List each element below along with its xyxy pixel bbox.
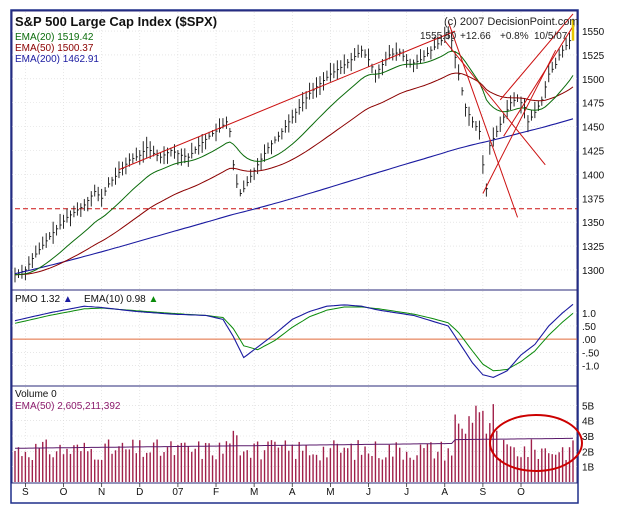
price-tick-label: 1350 bbox=[582, 218, 605, 229]
month-tick-label: N bbox=[98, 487, 105, 498]
last-bar-pct: +0.8% bbox=[500, 31, 529, 42]
month-tick-label: D bbox=[136, 487, 143, 498]
copyright: (c) 2007 DecisionPoint.com bbox=[444, 16, 579, 28]
month-tick-label: A bbox=[441, 487, 448, 498]
month-tick-label: O bbox=[517, 487, 525, 498]
pmo-tick-label: 1.0 bbox=[582, 309, 596, 320]
trend-line bbox=[118, 30, 456, 171]
pmo-tick-label: -1.0 bbox=[582, 362, 600, 373]
legend-pmo-ema: EMA(10) 0.98 ▲ bbox=[84, 294, 158, 305]
trend-line bbox=[444, 40, 546, 166]
legend-volume: Volume 0 bbox=[15, 389, 57, 400]
price-tick-label: 1425 bbox=[582, 147, 605, 158]
series-layer bbox=[14, 13, 577, 449]
chart-title: S&P 500 Large Cap Index ($SPX) bbox=[15, 14, 217, 29]
month-tick-label: J bbox=[404, 487, 409, 498]
volume-highlight-circle bbox=[489, 414, 583, 472]
volume-tick-label: 4B bbox=[582, 417, 595, 428]
volume-panel-border bbox=[11, 385, 578, 484]
legend-pmo: PMO 1.32 ▲ bbox=[15, 294, 73, 305]
pmo-tick-label: .50 bbox=[582, 322, 596, 333]
volume-ema-line bbox=[14, 437, 574, 449]
last-bar-price: 1555.50 bbox=[420, 31, 457, 42]
legend-ema50: EMA(50) 1500.37 bbox=[15, 43, 94, 54]
last-bar-date: 10/5/07 bbox=[534, 31, 568, 42]
legend-ema20: EMA(20) 1519.42 bbox=[15, 32, 94, 43]
last-bar-change: +12.66 bbox=[460, 31, 491, 42]
volume-tick-label: 5B bbox=[582, 401, 595, 412]
ema200-line bbox=[14, 118, 574, 275]
price-tick-label: 1475 bbox=[582, 99, 605, 110]
price-tick-label: 1400 bbox=[582, 170, 605, 181]
volume-tick-label: 3B bbox=[582, 432, 595, 443]
price-tick-label: 1525 bbox=[582, 51, 605, 62]
month-tick-label: O bbox=[60, 487, 68, 498]
price-tick-label: 1375 bbox=[582, 194, 605, 205]
month-tick-label: M bbox=[250, 487, 258, 498]
price-tick-label: 1450 bbox=[582, 123, 605, 134]
price-tick-label: 1325 bbox=[582, 242, 605, 253]
volume-tick-label: 2B bbox=[582, 447, 595, 458]
month-tick-label: M bbox=[326, 487, 334, 498]
legend-ema200: EMA(200) 1462.91 bbox=[15, 54, 99, 65]
month-tick-label: 07 bbox=[172, 487, 184, 498]
volume-tick-label: 1B bbox=[582, 463, 595, 474]
price-tick-label: 1500 bbox=[582, 75, 605, 86]
price-tick-label: 1550 bbox=[582, 27, 605, 38]
pmo-line bbox=[14, 303, 574, 378]
volume-layer bbox=[14, 404, 574, 482]
label-layer: S O N D 07 F M A M J J A S O 1300 1325 1350 1375 1400 1425 1… bbox=[22, 27, 605, 498]
month-tick-label: A bbox=[289, 487, 296, 498]
month-tick-label: F bbox=[213, 487, 219, 498]
trend-line bbox=[447, 21, 519, 218]
trend-line bbox=[499, 13, 574, 101]
trend-line bbox=[482, 49, 557, 194]
pmo-tick-label: .00 bbox=[582, 335, 596, 346]
month-tick-label: S bbox=[480, 487, 487, 498]
pmo-tick-label: -.50 bbox=[582, 348, 600, 359]
month-tick-label: S bbox=[22, 487, 29, 498]
month-tick-label: J bbox=[366, 487, 371, 498]
price-tick-label: 1300 bbox=[582, 266, 605, 277]
legend-volume-ema: EMA(50) 2,605,211,392 bbox=[15, 401, 121, 412]
trend-line bbox=[503, 26, 574, 137]
